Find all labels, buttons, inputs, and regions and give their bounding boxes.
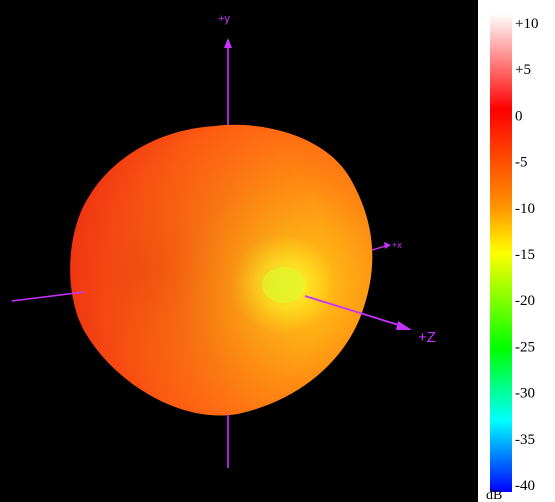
colorbar-tick-label: -35 [515,432,535,448]
neg-x-axis-line [11,291,85,302]
colorbar-tick-label: +10 [515,16,538,32]
colorbar-tick-label: -5 [515,155,528,171]
z-axis-arrowhead [396,321,412,330]
y-axis-arrowhead [224,38,232,48]
pattern-hotspot [262,267,306,303]
colorbar-unit: dB [486,488,502,502]
colorbar-tick-label: -15 [515,247,535,263]
colorbar-tick-label: -30 [515,386,535,402]
colorbar-ticks: +10 +5 0 -5 -10 -15 -20 -25 -30 -35 -40 [515,16,538,494]
colorbar-tick-label: -40 [515,478,535,494]
colorbar-tick-label: -20 [515,293,535,309]
colorbar-tick-label: 0 [515,108,523,124]
z-axis-label: +Z [418,329,436,346]
x-axis-arrowhead [384,242,391,249]
colorbar-tick-label: +5 [515,62,531,78]
x-axis-line [371,245,387,251]
x-axis-label: +x [392,240,402,250]
colorbar-tick-label: -25 [515,339,535,355]
z-axis-line [304,295,403,327]
y-axis-label: +y [218,13,230,25]
pattern-left-shading [70,124,373,416]
colorbar-tick-label: -10 [515,201,535,217]
colorbar-gradient [490,14,512,492]
